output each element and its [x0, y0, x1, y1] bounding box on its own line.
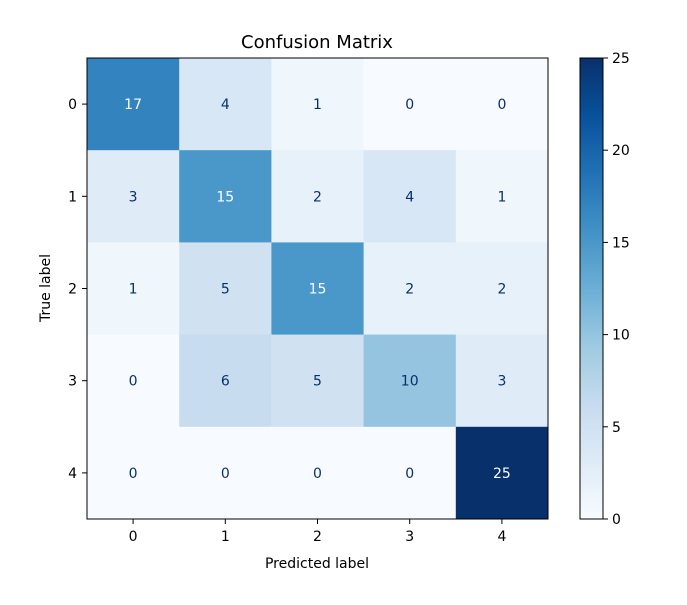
heatmap-cell-r3-c2 — [271, 334, 365, 428]
heatmap-cell-r4-c1 — [179, 426, 272, 520]
heatmap-cell-labels: 17 4 1 0 03 15 2 4 11 5 15 2 20 6 5 10 30 0 0 0 25 — [124, 97, 511, 482]
cell-value-r3-c2: 5 — [313, 374, 322, 390]
x-tick-label-2: 2 — [313, 529, 322, 545]
cell-value-r2-c2: 15 — [309, 282, 327, 298]
cell-value-r0-c2: 1 — [313, 97, 322, 113]
y-tick-label-0: 0 — [68, 97, 77, 113]
heatmap-cell-r0-c2 — [271, 58, 365, 151]
cell-value-r2-c3: 2 — [405, 282, 414, 298]
colorbar-tick-label-1: 5 — [612, 420, 621, 436]
heatmap-cell-r0-c4 — [455, 58, 549, 151]
cell-value-r1-c2: 2 — [313, 189, 322, 205]
heatmap-cell-r2-c1 — [179, 242, 272, 336]
heatmap-cell-r3-c4 — [455, 334, 549, 428]
y-axis-ticks: 0 1 2 3 4 — [68, 97, 87, 482]
cell-value-r4-c0: 0 — [129, 466, 138, 482]
cell-value-r4-c4: 25 — [493, 466, 511, 482]
cell-value-r3-c3: 10 — [401, 374, 419, 390]
cell-value-r2-c4: 2 — [497, 282, 506, 298]
colorbar-tick-label-5: 25 — [612, 51, 630, 67]
colorbar-tick-label-2: 10 — [612, 328, 630, 344]
cell-value-r0-c0: 17 — [124, 97, 142, 113]
cell-value-r1-c4: 1 — [497, 189, 506, 205]
cell-value-r1-c1: 15 — [216, 189, 234, 205]
cell-value-r2-c1: 5 — [221, 282, 230, 298]
heatmap-cell-r3-c0 — [87, 334, 180, 428]
heatmap-cell-r4-c2 — [271, 426, 365, 520]
y-axis-label: True label — [38, 254, 54, 323]
x-tick-label-1: 1 — [221, 529, 230, 545]
heatmap-cell-r4-c4 — [455, 426, 549, 520]
x-axis-label: Predicted label — [265, 556, 369, 572]
x-axis-ticks: 0 1 2 3 4 — [129, 519, 506, 545]
y-tick-label-3: 3 — [68, 374, 77, 390]
heatmap-cell-r1-c2 — [271, 150, 365, 243]
heatmap-cell-r0-c0 — [87, 58, 180, 151]
heatmap-cell-r0-c1 — [179, 58, 272, 151]
y-tick-label-2: 2 — [68, 282, 77, 298]
cell-value-r3-c1: 6 — [221, 374, 230, 390]
cell-value-r3-c0: 0 — [129, 374, 138, 390]
cell-value-r0-c4: 0 — [497, 97, 506, 113]
heatmap-cell-r3-c3 — [363, 334, 457, 428]
cell-value-r2-c0: 1 — [129, 282, 138, 298]
heatmap-cells — [87, 58, 549, 520]
cell-value-r4-c1: 0 — [221, 466, 230, 482]
cell-value-r0-c3: 0 — [405, 97, 414, 113]
cell-value-r1-c0: 3 — [129, 189, 138, 205]
x-tick-label-3: 3 — [405, 529, 414, 545]
heatmap-cell-r0-c3 — [363, 58, 457, 151]
x-tick-label-4: 4 — [497, 529, 506, 545]
cell-value-r4-c3: 0 — [405, 466, 414, 482]
heatmap-cell-r1-c3 — [363, 150, 457, 243]
heatmap-cell-r2-c3 — [363, 242, 457, 336]
chart-title: Confusion Matrix — [241, 32, 393, 53]
y-tick-label-1: 1 — [68, 189, 77, 205]
cell-value-r4-c2: 0 — [313, 466, 322, 482]
x-tick-label-0: 0 — [129, 529, 138, 545]
heatmap-cell-r2-c2 — [271, 242, 365, 336]
colorbar-tick-label-0: 0 — [612, 512, 621, 528]
cell-value-r3-c4: 3 — [497, 374, 506, 390]
colorbar-tick-label-3: 15 — [612, 235, 630, 251]
heatmap-cell-r2-c0 — [87, 242, 180, 336]
y-tick-label-4: 4 — [68, 466, 77, 482]
heatmap-cell-r1-c4 — [455, 150, 549, 243]
heatmap-cell-r2-c4 — [455, 242, 549, 336]
heatmap-cell-r4-c0 — [87, 426, 180, 520]
heatmap-cell-r3-c1 — [179, 334, 272, 428]
colorbar — [579, 57, 604, 520]
heatmap-cell-r1-c0 — [87, 150, 180, 243]
cell-value-r1-c3: 4 — [405, 189, 414, 205]
heatmap-cell-r1-c1 — [179, 150, 272, 243]
colorbar-tick-label-4: 20 — [612, 143, 630, 159]
heatmap-cell-r4-c3 — [363, 426, 457, 520]
cell-value-r0-c1: 4 — [221, 97, 230, 113]
colorbar-ticks: 0 5 10 15 20 25 — [603, 51, 630, 528]
